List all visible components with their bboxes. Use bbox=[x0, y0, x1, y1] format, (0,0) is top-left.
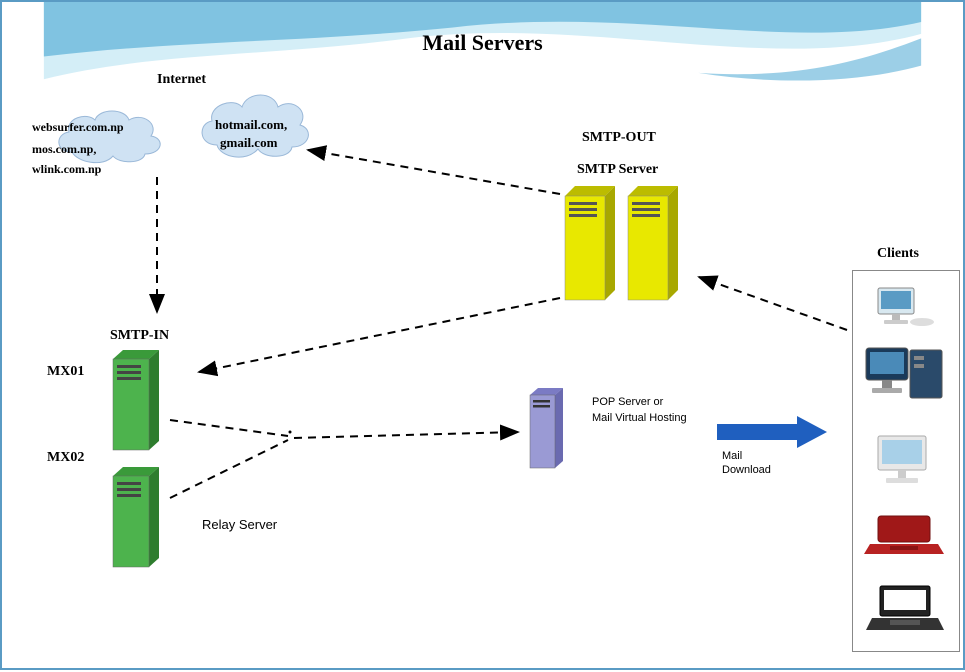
pop-label-2: Mail Virtual Hosting bbox=[592, 412, 687, 424]
client-laptop-red bbox=[862, 512, 946, 560]
clients-label: Clients bbox=[877, 246, 919, 262]
client-desktop-1 bbox=[870, 284, 940, 334]
cloud1-line2: mos.com.np, bbox=[32, 142, 96, 157]
cloud2-line2: gmail.com bbox=[220, 135, 277, 151]
relay-server-label: Relay Server bbox=[202, 517, 277, 532]
client-desktop-2 bbox=[860, 342, 948, 406]
cloud2-line1: hotmail.com, bbox=[215, 117, 287, 133]
smtp-out-server-2 bbox=[620, 182, 690, 307]
mail-download-line2: Download bbox=[722, 464, 771, 476]
cloud1-line1: websurfer.com.np bbox=[32, 120, 124, 135]
mx01-label: MX01 bbox=[47, 364, 84, 380]
smtp-in-label: SMTP-IN bbox=[110, 328, 169, 344]
client-laptop-black bbox=[866, 582, 944, 636]
mail-download-arrow bbox=[712, 412, 832, 452]
mx02-label: MX02 bbox=[47, 450, 84, 466]
internet-label: Internet bbox=[157, 72, 206, 88]
smtp-in-server-mx02 bbox=[107, 464, 169, 574]
mail-download-line1: Mail bbox=[722, 450, 742, 462]
pop-server bbox=[525, 385, 575, 477]
smtp-server-label: SMTP Server bbox=[577, 162, 658, 178]
client-desktop-3 bbox=[868, 432, 942, 490]
page-title: Mail Servers bbox=[2, 30, 963, 56]
cloud1-line3: wlink.com.np bbox=[32, 162, 101, 177]
smtp-out-label: SMTP-OUT bbox=[582, 130, 656, 146]
pop-label-1: POP Server or bbox=[592, 396, 663, 408]
smtp-out-server-1 bbox=[557, 182, 627, 307]
smtp-in-server-mx01 bbox=[107, 347, 169, 457]
